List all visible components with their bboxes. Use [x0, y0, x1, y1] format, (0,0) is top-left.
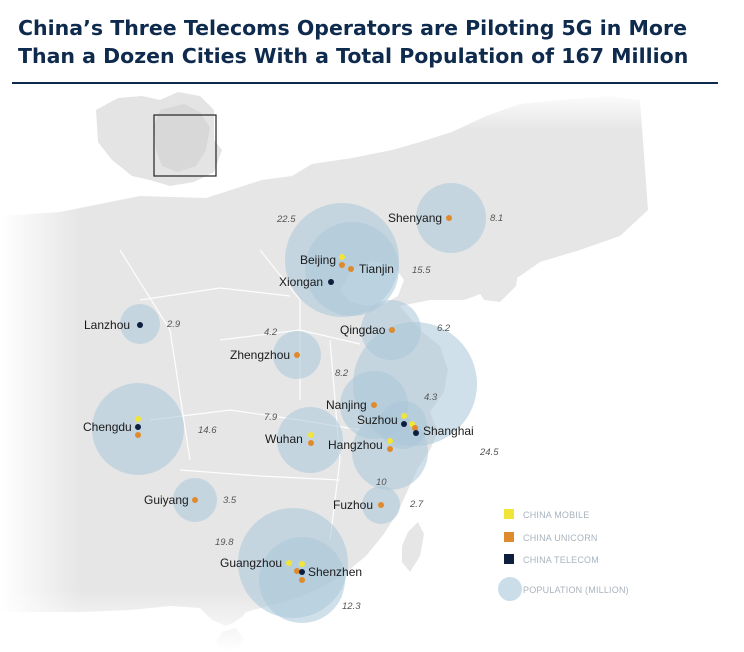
- pop-beijing: 22.5: [276, 214, 296, 225]
- legend: CHINA MOBILE CHINA UNICORN CHINA TELECOM…: [498, 509, 629, 601]
- marker-qingdao-unicorn: [389, 327, 395, 333]
- label-suzhou: Suzhou: [357, 413, 398, 427]
- marker-shenzhen-unicorn: [299, 577, 305, 583]
- marker-nanjing-unicorn: [371, 402, 377, 408]
- pop-shenyang: 8.1: [490, 213, 503, 224]
- pop-suzhou: 4.3: [424, 392, 438, 403]
- marker-lanzhou-telecom: [137, 322, 143, 328]
- label-beijing: Beijing: [300, 253, 336, 267]
- label-tianjin: Tianjin: [359, 262, 394, 276]
- pop-tianjin: 15.5: [412, 265, 431, 276]
- map-title: China’s Three Telecoms Operators are Pil…: [18, 14, 718, 70]
- taiwan-landmass: [402, 522, 424, 572]
- pop-hangzhou: 10: [376, 477, 387, 488]
- marker-suzhou-telecom: [401, 421, 407, 427]
- marker-wuhan-unicorn: [308, 440, 314, 446]
- title-line-2: Than a Dozen Cities With a Total Populat…: [18, 44, 689, 68]
- pop-fuzhou: 2.7: [409, 499, 424, 510]
- population-values: 8.1 22.5 15.5 2.9 6.2 4.2 8.2 4.3 24.5 1…: [166, 213, 503, 612]
- operator-markers: [135, 215, 452, 583]
- pop-nanjing: 8.2: [335, 368, 349, 379]
- marker-hangzhou-unicorn: [387, 446, 393, 452]
- marker-fuzhou-unicorn: [378, 502, 384, 508]
- pop-qingdao: 6.2: [437, 323, 451, 334]
- marker-guangzhou-unicorn: [294, 568, 300, 574]
- label-xiongan: Xiongan: [279, 275, 323, 289]
- label-shenzhen: Shenzhen: [308, 565, 362, 579]
- label-shenyang: Shenyang: [388, 211, 442, 225]
- label-nanjing: Nanjing: [326, 398, 367, 412]
- label-lanzhou: Lanzhou: [84, 318, 130, 332]
- marker-suzhou-mobile: [401, 413, 407, 419]
- pop-shanghai: 24.5: [479, 447, 499, 458]
- marker-chengdu-unicorn: [135, 432, 141, 438]
- legend-label-unicorn: CHINA UNICORN: [523, 533, 598, 543]
- marker-xiongan-telecom: [328, 279, 334, 285]
- pop-shenzhen: 12.3: [342, 601, 361, 612]
- marker-chengdu-telecom: [135, 424, 141, 430]
- pop-guangzhou: 19.8: [215, 537, 234, 548]
- inset-locator-map: [96, 92, 222, 186]
- label-hangzhou: Hangzhou: [328, 438, 383, 452]
- marker-tianjin-unicorn: [348, 266, 354, 272]
- marker-shenzhen-mobile: [299, 561, 305, 567]
- pop-zhengzhou: 4.2: [264, 327, 278, 338]
- legend-label-telecom: CHINA TELECOM: [523, 555, 599, 565]
- legend-swatch-telecom: [504, 554, 514, 564]
- marker-hangzhou-mobile: [387, 438, 393, 444]
- label-fuzhou: Fuzhou: [333, 498, 373, 512]
- marker-chengdu-mobile: [135, 416, 141, 422]
- legend-swatch-unicorn: [504, 532, 514, 542]
- pop-wuhan: 7.9: [264, 412, 278, 423]
- label-chengdu: Chengdu: [83, 420, 132, 434]
- label-guangzhou: Guangzhou: [220, 556, 282, 570]
- marker-shanghai-telecom: [413, 430, 419, 436]
- marker-beijing-mobile: [339, 254, 345, 260]
- city-labels: Shenyang Beijing Tianjin Xiongan Lanzhou…: [83, 211, 474, 579]
- pop-chengdu: 14.6: [198, 425, 217, 436]
- marker-wuhan-mobile: [308, 432, 314, 438]
- label-shanghai: Shanghai: [423, 424, 474, 438]
- legend-label-population: POPULATION (MILLION): [523, 585, 629, 595]
- marker-shanghai-unicorn: [412, 425, 418, 431]
- marker-shenyang-unicorn: [446, 215, 452, 221]
- pop-guiyang: 3.5: [223, 495, 237, 506]
- legend-swatch-population: [498, 577, 522, 601]
- marker-guiyang-unicorn: [192, 497, 198, 503]
- title-line-1: China’s Three Telecoms Operators are Pil…: [18, 16, 688, 40]
- marker-guangzhou-mobile: [286, 560, 292, 566]
- land-mass: [0, 90, 744, 652]
- label-qingdao: Qingdao: [340, 323, 386, 337]
- pop-lanzhou: 2.9: [166, 319, 181, 330]
- title-underline: [12, 82, 718, 84]
- marker-beijing-unicorn: [339, 262, 345, 268]
- inset-highlight-box: [153, 114, 217, 177]
- label-guiyang: Guiyang: [144, 493, 189, 507]
- legend-swatch-mobile: [504, 509, 514, 519]
- label-zhengzhou: Zhengzhou: [230, 348, 290, 362]
- marker-shenzhen-telecom: [299, 569, 305, 575]
- label-wuhan: Wuhan: [265, 432, 303, 446]
- bubble-wuhan: [277, 407, 343, 473]
- marker-zhengzhou-unicorn: [294, 352, 300, 358]
- legend-label-mobile: CHINA MOBILE: [523, 510, 589, 520]
